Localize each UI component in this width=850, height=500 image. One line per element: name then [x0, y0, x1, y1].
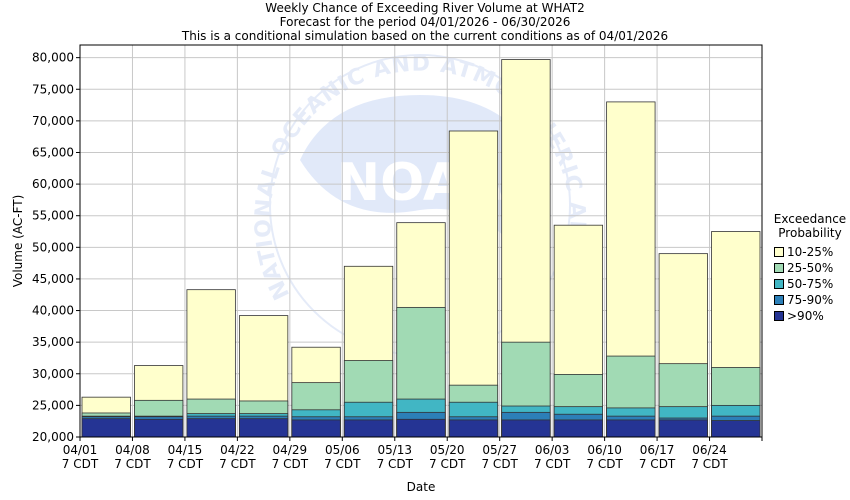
bar-segment: [186, 418, 236, 438]
x-tick-label-time: 7 CDT: [272, 457, 309, 471]
x-tick-label-date: 04/22: [220, 443, 255, 457]
x-tick-label-date: 05/27: [482, 443, 517, 457]
legend-item: 50-75%: [774, 277, 833, 291]
bar-segment: [134, 418, 184, 438]
x-axis-label: Date: [407, 480, 436, 494]
x-tick-label-date: 06/10: [587, 443, 622, 457]
x-tick-label-date: 06/17: [640, 443, 675, 457]
x-tick-label-date: 05/13: [377, 443, 412, 457]
legend: Exceedance Probability 10-25% 25-50% 50-75…: [770, 212, 850, 323]
y-tick-label: 65,000: [32, 145, 74, 159]
chart-title: Weekly Chance of Exceeding River Volume …: [265, 1, 585, 15]
bar-segment: [343, 419, 394, 438]
bar-segment: [553, 419, 604, 438]
legend-label: 25-50%: [787, 261, 834, 275]
plot-frame: [79, 44, 763, 438]
x-tick-label-date: 05/06: [325, 443, 360, 457]
bar-segment: [238, 418, 289, 438]
x-tick-label-date: 04/01: [63, 443, 98, 457]
x-tick-label-time: 7 CDT: [586, 457, 623, 471]
legend-label: 10-25%: [787, 245, 834, 259]
legend-label: >90%: [787, 309, 824, 323]
x-tick-label-date: 06/03: [535, 443, 570, 457]
y-axis-label: Volume (AC-FT): [11, 195, 25, 288]
y-tick-label: 25,000: [32, 398, 74, 412]
x-tick-label-time: 7 CDT: [691, 457, 728, 471]
legend-swatch: [774, 294, 784, 305]
y-tick-label: 45,000: [32, 272, 74, 286]
legend-label: 50-75%: [787, 277, 834, 291]
x-tick-label-date: 04/29: [273, 443, 308, 457]
y-tick-label: 55,000: [32, 209, 74, 223]
x-tick-label-date: 05/20: [430, 443, 465, 457]
chart-subtitle-period: Forecast for the period 04/01/2026 - 06/…: [279, 15, 571, 29]
legend-label: 75-90%: [787, 293, 834, 307]
legend-item: 75-90%: [774, 293, 833, 307]
x-tick-label-time: 7 CDT: [62, 457, 99, 471]
y-tick-label: 35,000: [32, 335, 74, 349]
y-tick-label: 70,000: [32, 114, 74, 128]
bar-segment: [291, 419, 341, 438]
legend-title-line2: Probability: [778, 226, 842, 240]
x-tick-label-time: 7 CDT: [377, 457, 414, 471]
bar-segment: [501, 419, 551, 438]
chart-subtitle-conditions: This is a conditional simulation based o…: [181, 29, 669, 43]
x-tick-label-time: 7 CDT: [534, 457, 571, 471]
x-tick-label-time: 7 CDT: [481, 457, 518, 471]
bar-segment: [606, 419, 656, 438]
x-tick-label-date: 04/15: [168, 443, 203, 457]
bar-segment: [658, 419, 708, 438]
y-tick-label: 30,000: [32, 367, 74, 381]
legend-item: >90%: [774, 309, 824, 323]
y-tick-label: 20,000: [32, 430, 74, 444]
legend-swatch: [774, 246, 784, 257]
y-tick-label: 50,000: [32, 240, 74, 254]
x-tick-label-time: 7 CDT: [639, 457, 676, 471]
legend-item: 25-50%: [774, 261, 833, 275]
noaa-watermark-logo: NOAA NATIONAL OCEANIC AND ATMOSPHERIC AD…: [0, 0, 589, 356]
x-tick-label-time: 7 CDT: [324, 457, 361, 471]
x-tick-label-date: 06/24: [692, 443, 727, 457]
legend-swatch: [774, 262, 784, 273]
x-tick-label-time: 7 CDT: [219, 457, 256, 471]
y-tick-label: 60,000: [32, 177, 74, 191]
y-tick-label: 75,000: [32, 82, 74, 96]
bar-segment: [396, 418, 446, 438]
x-tick-label-date: 04/08: [115, 443, 150, 457]
legend-item: 10-25%: [774, 245, 833, 259]
x-tick-label-time: 7 CDT: [429, 457, 466, 471]
bar-segment: [448, 419, 499, 438]
legend-title-line1: Exceedance: [773, 212, 847, 226]
bar-segment: [711, 420, 761, 438]
x-tick-label-time: 7 CDT: [114, 457, 151, 471]
y-tick-label: 80,000: [32, 51, 74, 65]
bar-segment: [81, 418, 131, 438]
legend-swatch: [774, 278, 784, 289]
x-tick-label-time: 7 CDT: [167, 457, 204, 471]
y-tick-label: 40,000: [32, 304, 74, 318]
legend-swatch: [774, 310, 784, 321]
